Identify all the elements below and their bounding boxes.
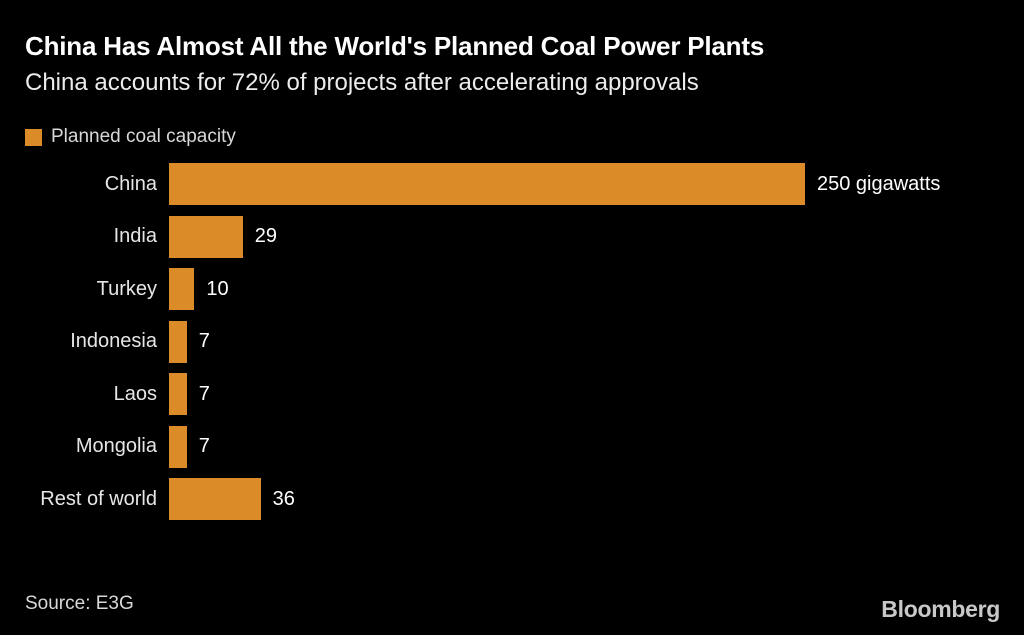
value-label: 7 [198,382,210,405]
bar [169,163,805,206]
bar-track: 7 [169,373,1024,416]
chart-title: China Has Almost All the World's Planned… [25,31,765,61]
value-label: 250 gigawatts [817,172,941,195]
bar [169,478,261,521]
bar-row: China 250 gigawatts [0,158,1024,211]
category-label: Mongolia [75,435,157,458]
value-label: 10 [206,277,229,300]
bar [169,373,187,416]
bar-row: Laos 7 [0,368,1024,421]
category-label: Indonesia [70,330,157,353]
category-label: Turkey [96,277,157,300]
bar-chart: China 250 gigawatts India 29 Turkey 10 I… [0,158,1024,526]
bar-track: 7 [169,425,1024,468]
bar-row: Mongolia 7 [0,421,1024,474]
bar [169,268,195,311]
legend-swatch-icon [25,128,42,146]
bloomberg-logo: Bloomberg [881,596,1000,622]
category-label: India [113,225,157,248]
value-label: 7 [198,435,210,458]
value-label: 7 [198,330,210,353]
bar-row: Indonesia 7 [0,316,1024,369]
bar-track: 7 [169,320,1024,363]
category-label: Rest of world [40,487,157,510]
bar [169,320,187,363]
bar [169,425,187,468]
source-label: Source: E3G [25,593,134,614]
bar-track: 29 [169,215,1024,258]
legend: Planned coal capacity [25,126,236,148]
chart-subtitle: China accounts for 72% of projects after… [25,69,699,96]
bar-row: Turkey 10 [0,263,1024,316]
category-label: Laos [113,382,157,405]
bar-row: Rest of world 36 [0,473,1024,526]
category-label: China [104,172,157,195]
bar-track: 10 [169,268,1024,311]
bar-row: India 29 [0,211,1024,264]
value-label: 36 [272,487,295,510]
bar-track: 36 [169,478,1024,521]
legend-label: Planned coal capacity [51,126,236,147]
value-label: 29 [254,225,278,248]
bar-track: 250 gigawatts [169,163,1024,206]
bar [169,215,243,258]
